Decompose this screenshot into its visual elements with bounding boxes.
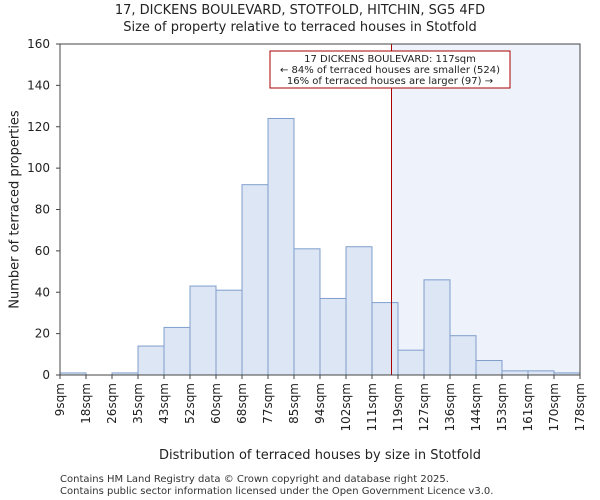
x-tick-label: 102sqm: [339, 383, 353, 431]
footer-line-2: Contains public sector information licen…: [60, 486, 493, 497]
y-tick-label: 20: [35, 327, 50, 341]
bar-77sqm: [267, 117, 295, 376]
footer-line-1: Contains HM Land Registry data © Crown c…: [60, 474, 449, 485]
x-tick-label: 161sqm: [521, 383, 535, 431]
bar-161sqm: [527, 370, 555, 376]
y-tick-label: 40: [35, 285, 50, 299]
bar-153sqm: [501, 370, 529, 376]
y-tick-label: 100: [27, 161, 50, 175]
chart-subtitle: Size of property relative to terraced ho…: [123, 20, 477, 35]
annotation-line-2: ← 84% of terraced houses are smaller (52…: [280, 65, 500, 76]
bar-43sqm: [163, 326, 191, 376]
x-tick-label: 60sqm: [209, 383, 223, 424]
bar-52sqm: [189, 285, 217, 376]
annotation-box: 17 DICKENS BOULEVARD: 117sqm ← 84% of te…: [269, 50, 511, 89]
y-axis-label: Number of terraced properties: [8, 110, 23, 309]
x-tick-label: 85sqm: [287, 383, 301, 424]
x-tick-label: 35sqm: [131, 383, 145, 424]
x-tick-label: 18sqm: [79, 383, 93, 424]
bar-111sqm: [371, 302, 399, 376]
x-tick-label: 52sqm: [183, 383, 197, 424]
x-tick-label: 77sqm: [261, 383, 275, 424]
x-tick-label: 178sqm: [573, 383, 587, 431]
bar-85sqm: [293, 248, 321, 376]
x-tick-label: 153sqm: [495, 383, 509, 431]
annotation-line-3: 16% of terraced houses are larger (97) →: [287, 76, 493, 87]
x-tick-label: 94sqm: [313, 383, 327, 424]
y-tick-label: 60: [35, 244, 50, 258]
bar-68sqm: [241, 184, 269, 376]
y-tick-label: 80: [35, 203, 50, 217]
annotation-frame: [269, 50, 511, 89]
y-tick-label: 0: [42, 368, 50, 382]
larger-region-highlight: [391, 44, 580, 375]
x-tick-label: 127sqm: [417, 383, 431, 431]
x-tick-label: 26sqm: [105, 383, 119, 424]
bar-136sqm: [449, 335, 477, 376]
x-tick-label: 119sqm: [391, 383, 405, 431]
x-tick-label: 170sqm: [547, 383, 561, 431]
bar-144sqm: [475, 360, 503, 376]
y-tick-label: 160: [27, 37, 50, 51]
x-tick-label: 68sqm: [235, 383, 249, 424]
y-tick-label: 140: [27, 78, 50, 92]
annotation-line-1: 17 DICKENS BOULEVARD: 117sqm: [304, 54, 476, 65]
chart-title: 17, DICKENS BOULEVARD, STOTFOLD, HITCHIN…: [115, 3, 485, 18]
x-tick-label: 144sqm: [469, 383, 483, 431]
x-tick-label: 9sqm: [53, 383, 67, 416]
x-tick-label: 43sqm: [157, 383, 171, 424]
bar-127sqm: [423, 279, 451, 376]
bar-102sqm: [345, 246, 373, 376]
bar-94sqm: [319, 297, 347, 376]
x-tick-label: 136sqm: [443, 383, 457, 431]
bar-35sqm: [137, 345, 165, 376]
x-axis-label: Distribution of terraced houses by size …: [159, 448, 481, 463]
x-tick-label: 111sqm: [365, 383, 379, 431]
y-tick-label: 120: [27, 120, 50, 134]
bar-60sqm: [215, 289, 243, 376]
bar-119sqm: [397, 349, 425, 376]
